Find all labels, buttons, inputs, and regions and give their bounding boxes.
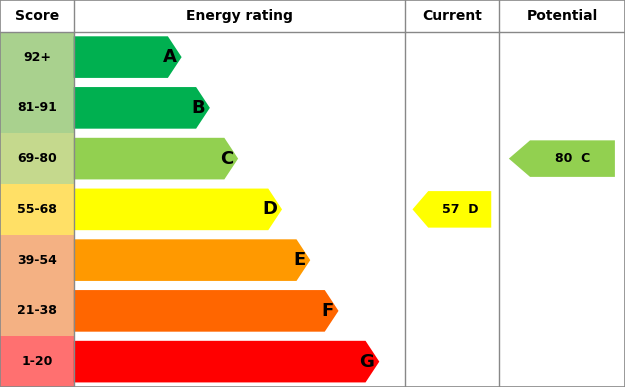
Bar: [0, 82, 74, 133]
Bar: [405, 286, 625, 336]
Bar: [405, 32, 625, 82]
Text: 69-80: 69-80: [17, 152, 57, 165]
Bar: [405, 82, 625, 133]
Bar: [74, 82, 405, 133]
Bar: [74, 336, 405, 387]
Text: 21-38: 21-38: [17, 304, 57, 317]
Text: 80  C: 80 C: [555, 152, 590, 165]
Bar: [405, 133, 625, 184]
Text: 92+: 92+: [23, 51, 51, 63]
Text: 1-20: 1-20: [21, 355, 52, 368]
Text: 55-68: 55-68: [17, 203, 57, 216]
Bar: [0, 286, 74, 336]
Bar: [74, 184, 405, 235]
Bar: [0, 0, 625, 32]
Text: D: D: [262, 200, 277, 218]
Bar: [405, 184, 625, 235]
Text: 81-91: 81-91: [17, 101, 57, 115]
Polygon shape: [412, 191, 491, 228]
Text: C: C: [220, 150, 233, 168]
Polygon shape: [74, 290, 339, 332]
Bar: [74, 133, 405, 184]
Text: Current: Current: [422, 9, 482, 23]
Text: Potential: Potential: [526, 9, 598, 23]
Polygon shape: [74, 36, 182, 78]
Polygon shape: [74, 341, 379, 382]
Polygon shape: [74, 188, 282, 230]
Text: 57  D: 57 D: [441, 203, 478, 216]
Polygon shape: [74, 87, 210, 128]
Text: G: G: [359, 353, 374, 371]
Text: Energy rating: Energy rating: [186, 9, 292, 23]
Bar: [0, 133, 74, 184]
Bar: [0, 336, 74, 387]
Text: B: B: [191, 99, 205, 117]
Text: Score: Score: [15, 9, 59, 23]
Text: 39-54: 39-54: [17, 253, 57, 267]
Text: F: F: [321, 302, 334, 320]
Polygon shape: [509, 140, 615, 177]
Bar: [74, 235, 405, 286]
Bar: [0, 235, 74, 286]
Bar: [74, 286, 405, 336]
Polygon shape: [74, 239, 310, 281]
Bar: [0, 184, 74, 235]
Polygon shape: [74, 138, 238, 180]
Text: E: E: [293, 251, 305, 269]
Text: A: A: [162, 48, 177, 66]
Bar: [74, 32, 405, 82]
Bar: [405, 235, 625, 286]
Bar: [0, 32, 74, 82]
Bar: [405, 336, 625, 387]
